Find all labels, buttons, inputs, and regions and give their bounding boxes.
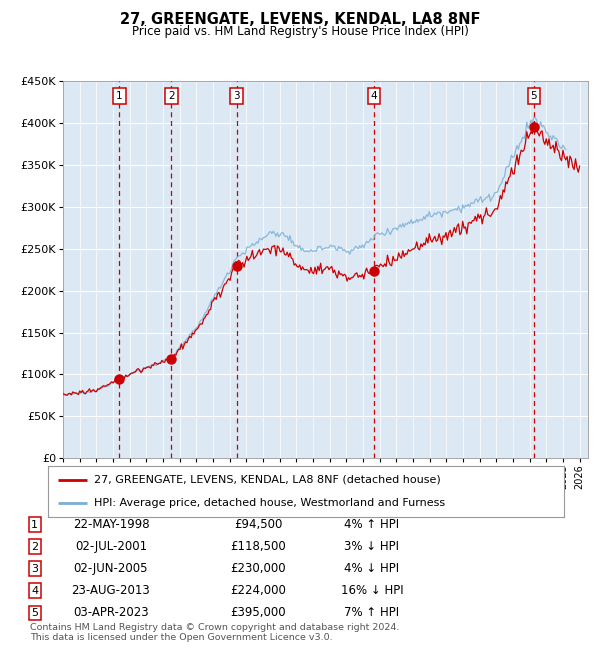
Text: 3: 3	[233, 92, 240, 101]
Text: 7% ↑ HPI: 7% ↑ HPI	[344, 606, 400, 619]
Text: 22-MAY-1998: 22-MAY-1998	[73, 518, 149, 531]
Text: 2: 2	[168, 92, 175, 101]
Text: HPI: Average price, detached house, Westmorland and Furness: HPI: Average price, detached house, West…	[94, 498, 446, 508]
Text: 23-AUG-2013: 23-AUG-2013	[71, 584, 151, 597]
Text: 1: 1	[31, 519, 38, 530]
Text: 03-APR-2023: 03-APR-2023	[73, 606, 149, 619]
Text: £230,000: £230,000	[230, 562, 286, 575]
Text: 1: 1	[116, 92, 122, 101]
Text: £118,500: £118,500	[230, 540, 286, 553]
Text: 5: 5	[530, 92, 537, 101]
Text: Price paid vs. HM Land Registry's House Price Index (HPI): Price paid vs. HM Land Registry's House …	[131, 25, 469, 38]
Text: £94,500: £94,500	[234, 518, 282, 531]
Text: 5: 5	[31, 608, 38, 618]
Text: 4: 4	[31, 586, 38, 596]
Text: 2: 2	[31, 541, 38, 552]
Text: 3: 3	[31, 564, 38, 574]
Text: Contains HM Land Registry data © Crown copyright and database right 2024.
This d: Contains HM Land Registry data © Crown c…	[30, 623, 400, 642]
Text: 4: 4	[371, 92, 377, 101]
Text: 3% ↓ HPI: 3% ↓ HPI	[344, 540, 400, 553]
Text: 4% ↓ HPI: 4% ↓ HPI	[344, 562, 400, 575]
Text: 27, GREENGATE, LEVENS, KENDAL, LA8 8NF (detached house): 27, GREENGATE, LEVENS, KENDAL, LA8 8NF (…	[94, 474, 441, 485]
Bar	[554, 81, 588, 458]
Text: 02-JUL-2001: 02-JUL-2001	[75, 540, 147, 553]
Text: 27, GREENGATE, LEVENS, KENDAL, LA8 8NF: 27, GREENGATE, LEVENS, KENDAL, LA8 8NF	[120, 12, 480, 27]
Text: 02-JUN-2005: 02-JUN-2005	[74, 562, 148, 575]
Text: £395,000: £395,000	[230, 606, 286, 619]
Text: £224,000: £224,000	[230, 584, 286, 597]
Text: 16% ↓ HPI: 16% ↓ HPI	[341, 584, 403, 597]
Text: 4% ↑ HPI: 4% ↑ HPI	[344, 518, 400, 531]
